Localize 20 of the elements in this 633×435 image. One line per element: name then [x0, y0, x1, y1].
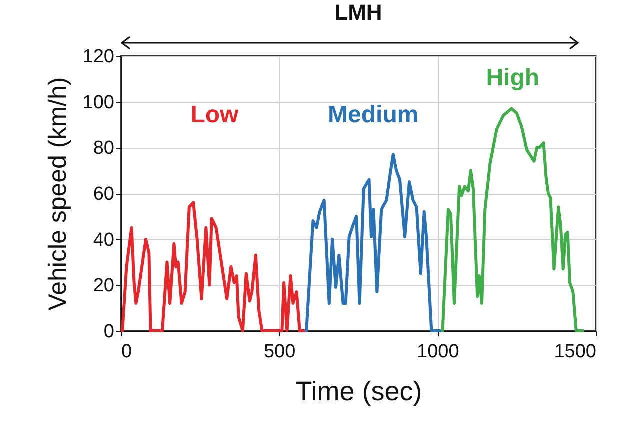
- y-tick-label: 0: [104, 322, 114, 342]
- y-tick-label: 120: [82, 46, 114, 68]
- series-label: High: [486, 64, 540, 92]
- text: Low: [190, 102, 240, 128]
- y-tick-label: 40: [93, 230, 114, 251]
- line-series: [305, 153, 442, 332]
- x-axis-title: Time (sec): [296, 376, 422, 406]
- y-axis-title: Vehicle speed (km/h): [44, 77, 72, 311]
- line-series: [121, 201, 308, 332]
- line-series: [441, 107, 585, 332]
- y-tick-label: 80: [93, 138, 114, 160]
- x-tick-label: 1000: [417, 342, 460, 362]
- y-tick-label: 20: [93, 276, 114, 297]
- x-tick-label: 0: [122, 342, 132, 362]
- series-label: Medium: [328, 102, 419, 128]
- chart-title: LMH: [334, 0, 382, 25]
- x-tick-label: 1500: [554, 342, 596, 362]
- y-tick-label: 60: [93, 184, 114, 205]
- x-tick-label: 500: [264, 342, 296, 362]
- y-tick-label: 100: [82, 92, 114, 114]
